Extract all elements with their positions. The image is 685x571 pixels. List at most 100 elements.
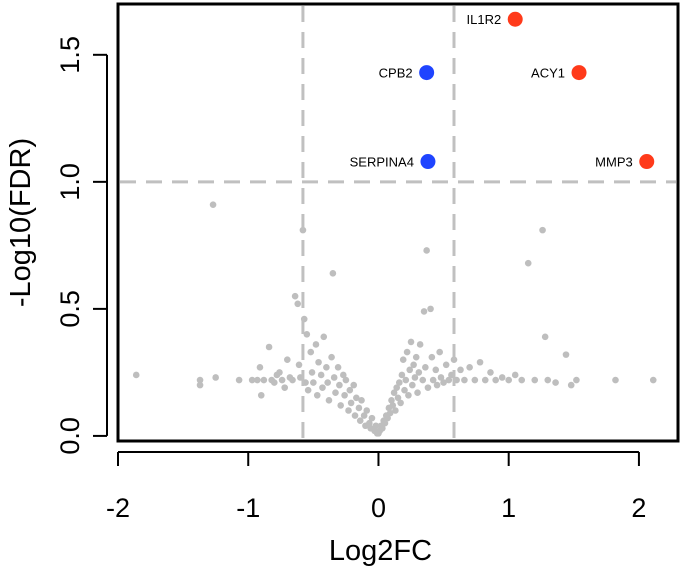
background-point — [487, 369, 494, 376]
gene-label: ACY1 — [531, 66, 565, 81]
background-point — [334, 364, 342, 371]
background-point — [457, 366, 464, 374]
background-point — [303, 330, 311, 338]
background-point — [649, 376, 657, 384]
threshold-lines-layer — [120, 6, 676, 439]
gene-label: IL1R2 — [467, 12, 502, 27]
highlighted-point-il1r2 — [507, 11, 523, 27]
background-point — [394, 394, 402, 402]
background-point — [403, 348, 411, 356]
background-point — [317, 371, 325, 379]
background-point — [414, 389, 421, 397]
background-point — [396, 379, 403, 386]
background-point — [423, 247, 430, 254]
background-point — [324, 379, 331, 386]
background-point — [539, 226, 546, 234]
background-point — [552, 379, 559, 386]
background-point — [360, 412, 368, 419]
background-point — [307, 348, 315, 356]
background-point — [212, 374, 219, 381]
background-point — [405, 391, 412, 399]
background-point — [612, 376, 619, 384]
background-point — [440, 379, 447, 386]
background-point — [386, 409, 394, 417]
background-point — [437, 374, 445, 381]
background-point — [409, 381, 416, 389]
background-point — [341, 391, 348, 399]
background-point — [398, 371, 406, 379]
background-point — [270, 379, 278, 386]
background-point — [393, 384, 400, 391]
background-point — [402, 376, 410, 384]
background-point — [346, 386, 354, 394]
background-point — [436, 348, 443, 356]
background-point — [471, 376, 479, 384]
background-point — [278, 376, 286, 384]
background-point — [312, 341, 320, 348]
background-point — [432, 366, 440, 374]
background-point — [248, 376, 256, 384]
background-point — [415, 369, 423, 376]
background-point — [433, 381, 441, 389]
background-point — [353, 394, 360, 402]
background-point — [416, 341, 424, 348]
highlighted-point-serpina4 — [420, 154, 436, 170]
background-point — [406, 366, 414, 374]
background-point — [476, 358, 484, 366]
x-tick-label: 0 — [371, 493, 386, 523]
background-point — [424, 384, 432, 391]
background-point — [399, 356, 407, 363]
background-point — [315, 358, 322, 366]
background-point — [481, 376, 489, 384]
background-point — [257, 391, 265, 399]
background-point — [492, 376, 499, 384]
x-tick-label: -1 — [236, 493, 260, 523]
background-point — [254, 376, 261, 384]
y-axis: 0.0 0.5 1.0 1.5 — [55, 36, 108, 455]
background-point — [319, 384, 326, 391]
background-point — [347, 399, 355, 407]
background-point — [518, 376, 526, 384]
background-point — [567, 381, 575, 389]
y-tick-label: 1.0 — [55, 163, 85, 201]
background-point — [265, 343, 273, 351]
background-point — [310, 379, 317, 386]
background-point — [511, 371, 519, 379]
background-point — [345, 407, 352, 414]
background-point — [289, 376, 296, 384]
background-point — [384, 414, 391, 422]
background-point — [281, 384, 288, 391]
background-point — [351, 412, 359, 419]
plot-frame — [116, 2, 680, 443]
background-point — [390, 389, 398, 397]
gene-label: MMP3 — [595, 155, 633, 170]
background-point — [350, 381, 358, 389]
background-point — [401, 386, 408, 394]
background-point — [308, 369, 316, 376]
y-tick-label: 0.5 — [55, 290, 85, 328]
background-point — [411, 374, 419, 381]
x-axis-title: Log2FC — [329, 535, 432, 567]
background-point — [196, 381, 204, 389]
background-point — [235, 376, 243, 384]
gene-labels-layer: IL1R2 ACY1 MMP3 CPB2 SERPINA4 — [350, 12, 633, 169]
background-point — [392, 407, 399, 414]
background-point — [461, 376, 468, 384]
background-point — [505, 376, 512, 384]
background-point — [325, 397, 333, 404]
background-point — [336, 381, 343, 389]
background-point — [381, 419, 389, 427]
y-tick-label: 0.0 — [55, 417, 85, 455]
background-point — [498, 374, 506, 381]
background-point — [428, 353, 436, 361]
background-point — [573, 376, 580, 384]
background-point — [397, 399, 404, 407]
background-point — [355, 404, 363, 412]
background-point — [356, 417, 364, 424]
background-point — [442, 361, 450, 369]
background-point — [412, 353, 420, 361]
background-point — [388, 397, 395, 404]
background-point — [358, 397, 365, 404]
background-point — [363, 407, 371, 414]
